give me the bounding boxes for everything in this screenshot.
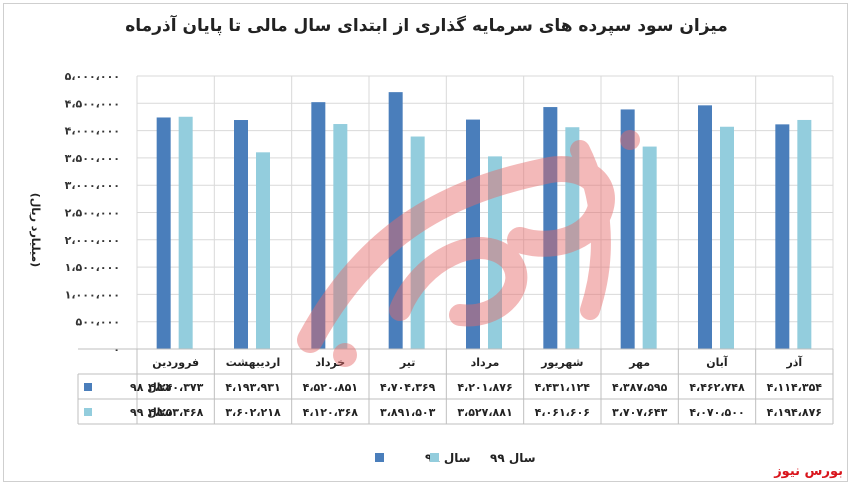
chart-title: میزان سود سپرده های سرمایه گذاری از ابتد…: [125, 16, 728, 36]
x-tick-label: آبان: [706, 355, 728, 369]
bar-series-2: [488, 156, 502, 349]
data-label: ۳،۷۰۷،۶۴۳: [612, 406, 668, 419]
bar-series-1: [543, 107, 558, 349]
x-tick-label: تیر: [399, 356, 415, 369]
x-tick-label: مهر: [628, 356, 650, 369]
data-label: ۴،۴۳۱،۱۲۴: [535, 381, 591, 394]
bar-series-1: [388, 92, 403, 349]
bar-series-2: [256, 152, 270, 349]
data-label: ۴،۱۹۴،۸۷۶: [767, 406, 822, 419]
table-series-name: سال ۹۹: [130, 406, 172, 419]
data-label: ۴،۰۶۱،۶۰۶: [535, 406, 590, 419]
bar-series-2: [178, 116, 193, 349]
y-tick-label: ۵۰۰،۰۰۰: [76, 316, 120, 329]
bar-series-2: [565, 127, 580, 349]
y-tick-label: ۳،۵۰۰،۰۰۰: [65, 152, 120, 165]
data-label: ۴،۳۸۷،۵۹۵: [612, 381, 668, 394]
legend-label: سال ۹۹: [490, 451, 536, 465]
bar-series-1: [234, 120, 248, 349]
watermark-logo: [297, 130, 640, 367]
legend-swatch: [430, 453, 439, 462]
data-label: ۳،۸۹۱،۵۰۳: [380, 406, 436, 419]
data-label: ۴،۵۲۰،۸۵۱: [303, 381, 358, 394]
x-tick-label: فروردین: [152, 356, 199, 369]
bar-series-2: [642, 146, 657, 349]
data-label: ۳،۶۰۲،۲۱۸: [225, 406, 281, 419]
table-legend-swatch: [84, 383, 92, 391]
data-label: ۴،۱۱۴،۳۵۴: [767, 381, 823, 394]
bar-series-1: [620, 109, 635, 349]
bar-series-1: [775, 124, 790, 350]
data-label: ۴،۲۵۳،۴۶۸: [148, 406, 204, 419]
y-axis-title: (میلیارد ریال): [29, 193, 42, 267]
data-label: ۴،۴۶۲،۷۴۸: [689, 381, 745, 394]
data-label: ۳،۵۲۷،۸۸۱: [457, 406, 512, 419]
bar-series-1: [698, 105, 712, 350]
data-label: ۴،۲۴۰،۳۷۳: [148, 381, 204, 394]
data-label: ۴،۷۰۴،۳۶۹: [380, 381, 436, 394]
data-label: ۴،۱۹۳،۹۳۱: [225, 381, 280, 394]
x-tick-label: مرداد: [471, 356, 500, 369]
data-label: ۴،۱۲۰،۳۶۸: [303, 406, 359, 419]
y-tick-label: ۲،۵۰۰،۰۰۰: [65, 207, 120, 220]
data-label: ۴،۰۷۰،۵۰۰: [689, 406, 744, 419]
y-axis-label: (میلیارد ریال): [29, 193, 42, 267]
legend-swatch: [375, 453, 384, 462]
bar-series-1: [311, 102, 326, 350]
table-series-name: سال ۹۸: [130, 381, 172, 394]
bar-series-1: [466, 119, 480, 349]
x-tick-label: اردیبهشت: [226, 356, 280, 369]
x-tick-label: شهریور: [540, 356, 583, 369]
bar-series-2: [720, 126, 734, 349]
x-tick-label: آذر: [785, 355, 802, 369]
y-tick-label: ۵،۰۰۰،۰۰۰: [65, 70, 120, 83]
y-tick-label: ۴،۰۰۰،۰۰۰: [65, 125, 120, 138]
y-tick-label: ۴،۵۰۰،۰۰۰: [65, 97, 120, 110]
y-tick-label: ۲،۰۰۰،۰۰۰: [65, 234, 120, 247]
data-label: ۴،۲۰۱،۸۷۶: [457, 381, 512, 394]
x-tick-label: خرداد: [315, 356, 345, 369]
y-tick-label: ۱،۰۰۰،۰۰۰: [65, 288, 120, 301]
y-tick-label: ۱،۵۰۰،۰۰۰: [65, 261, 120, 274]
y-tick-label: ۳،۰۰۰،۰۰۰: [65, 179, 120, 192]
bar-series-1: [156, 117, 171, 349]
bar-series-2: [410, 136, 425, 349]
bar-series-2: [797, 119, 812, 349]
bar-series-2: [333, 124, 348, 349]
brand-label: بورس نیوز: [774, 464, 843, 479]
table-legend-swatch: [84, 408, 92, 416]
